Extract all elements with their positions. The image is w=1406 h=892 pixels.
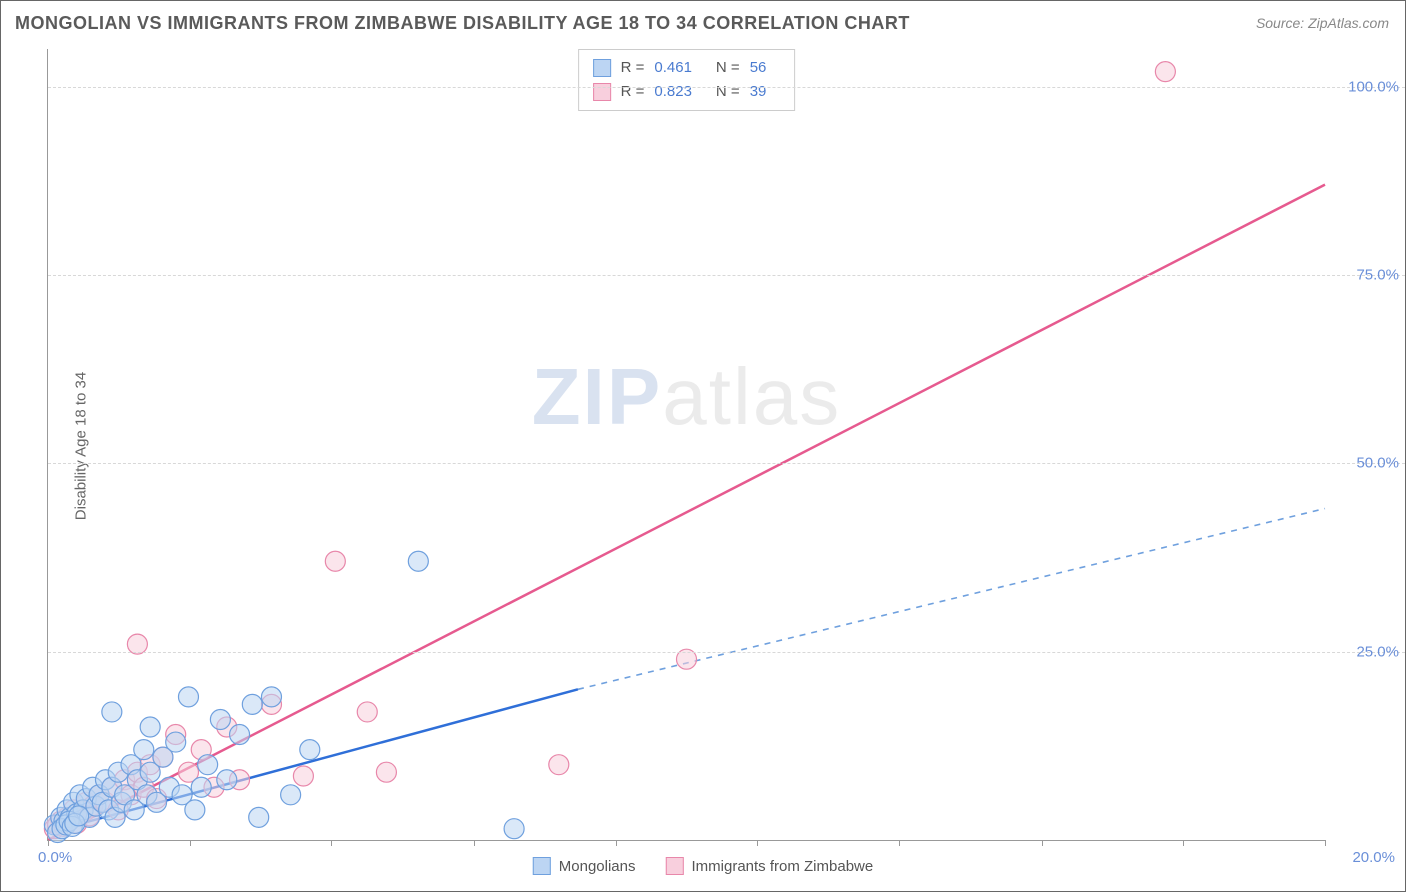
- legend-item-zimbabwe: Immigrants from Zimbabwe: [666, 857, 874, 875]
- chart-title: MONGOLIAN VS IMMIGRANTS FROM ZIMBABWE DI…: [15, 13, 910, 34]
- stats-row-mongolians: R = 0.461 N = 56: [593, 56, 781, 80]
- x-tick-label-first: 0.0%: [38, 849, 72, 866]
- x-tick-label-last: 20.0%: [1352, 849, 1395, 866]
- x-tick: [757, 840, 758, 846]
- n-value-mongolians: 56: [750, 56, 767, 80]
- x-tick: [48, 840, 49, 846]
- stats-legend-box: R = 0.461 N = 56 R = 0.823 N = 39: [578, 49, 796, 111]
- x-tick: [899, 840, 900, 846]
- n-label: N =: [716, 56, 740, 80]
- y-tick-label: 100.0%: [1348, 78, 1399, 95]
- legend-swatch-mongolians: [533, 857, 551, 875]
- grid-line: [48, 463, 1405, 464]
- grid-line: [48, 652, 1405, 653]
- n-label: N =: [716, 80, 740, 104]
- r-value-zimbabwe: 0.823: [654, 80, 692, 104]
- grid-line: [48, 87, 1405, 88]
- x-tick: [474, 840, 475, 846]
- x-tick: [616, 840, 617, 846]
- n-value-zimbabwe: 39: [750, 80, 767, 104]
- chart-container: MONGOLIAN VS IMMIGRANTS FROM ZIMBABWE DI…: [0, 0, 1406, 892]
- legend-swatch-zimbabwe: [666, 857, 684, 875]
- y-tick-label: 25.0%: [1356, 643, 1399, 660]
- swatch-mongolians: [593, 59, 611, 77]
- legend-label-mongolians: Mongolians: [559, 858, 636, 875]
- r-label: R =: [621, 56, 645, 80]
- x-tick: [190, 840, 191, 846]
- plot-area: ZIPatlas R = 0.461 N = 56 R = 0.823 N = …: [47, 49, 1325, 841]
- x-tick: [1325, 840, 1326, 846]
- x-tick: [331, 840, 332, 846]
- legend-item-mongolians: Mongolians: [533, 857, 636, 875]
- x-tick: [1042, 840, 1043, 846]
- r-label: R =: [621, 80, 645, 104]
- chart-svg: [48, 49, 1325, 840]
- source-attribution: Source: ZipAtlas.com: [1256, 15, 1389, 31]
- grid-line: [48, 275, 1405, 276]
- stats-row-zimbabwe: R = 0.823 N = 39: [593, 80, 781, 104]
- x-tick: [1183, 840, 1184, 846]
- y-tick-label: 50.0%: [1356, 455, 1399, 472]
- y-tick-label: 75.0%: [1356, 267, 1399, 284]
- legend-label-zimbabwe: Immigrants from Zimbabwe: [692, 858, 874, 875]
- bottom-legend: Mongolians Immigrants from Zimbabwe: [533, 857, 873, 875]
- r-value-mongolians: 0.461: [654, 56, 692, 80]
